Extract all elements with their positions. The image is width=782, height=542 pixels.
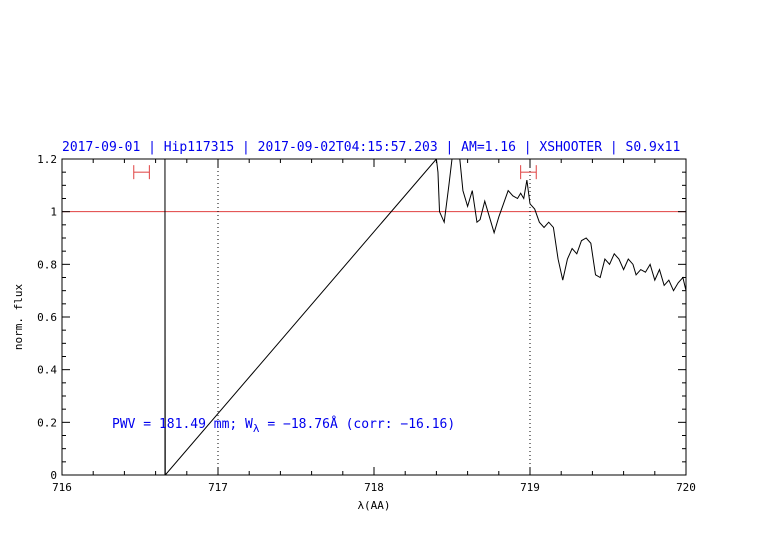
x-axis-label: λ(AA) xyxy=(357,499,390,512)
x-tick-label: 717 xyxy=(208,481,228,494)
error-bars xyxy=(133,165,537,180)
x-tick-label: 720 xyxy=(676,481,696,494)
pwv-annotation-prefix: PWV = 181.49 mm; W xyxy=(112,417,253,432)
pwv-annotation-subscript: λ xyxy=(253,422,260,435)
y-tick-label: 0.2 xyxy=(37,416,57,429)
axis-ticks xyxy=(61,158,687,476)
x-tick-label: 718 xyxy=(364,481,384,494)
y-tick-label: 0.6 xyxy=(37,311,57,324)
y-tick-label: 1 xyxy=(50,206,57,219)
y-tick-label: 0.8 xyxy=(37,258,57,271)
error-bar xyxy=(133,165,150,180)
y-axis-label: norm. flux xyxy=(12,284,25,351)
chart-title: 2017-09-01 | Hip117315 | 2017-09-02T04:1… xyxy=(62,140,680,155)
spectrum-line xyxy=(164,159,686,475)
axis-tick-labels: 716 717 718 719 720 0 0.2 0.4 0.6 0.8 1 1.2 xyxy=(37,153,696,494)
spectrum-series xyxy=(164,159,686,475)
y-tick-label: 0.4 xyxy=(37,364,57,377)
pwv-annotation: PWV = 181.49 mm; Wλ = −18.76Å (corr: −16… xyxy=(112,416,455,435)
y-tick-label: 0 xyxy=(50,469,57,482)
error-bar xyxy=(520,165,537,180)
x-tick-label: 716 xyxy=(52,481,72,494)
y-tick-label: 1.2 xyxy=(37,153,57,166)
x-tick-label: 719 xyxy=(520,481,540,494)
reference-lines xyxy=(62,159,686,475)
pwv-annotation-suffix: = −18.76Å (corr: −16.16) xyxy=(260,416,456,432)
